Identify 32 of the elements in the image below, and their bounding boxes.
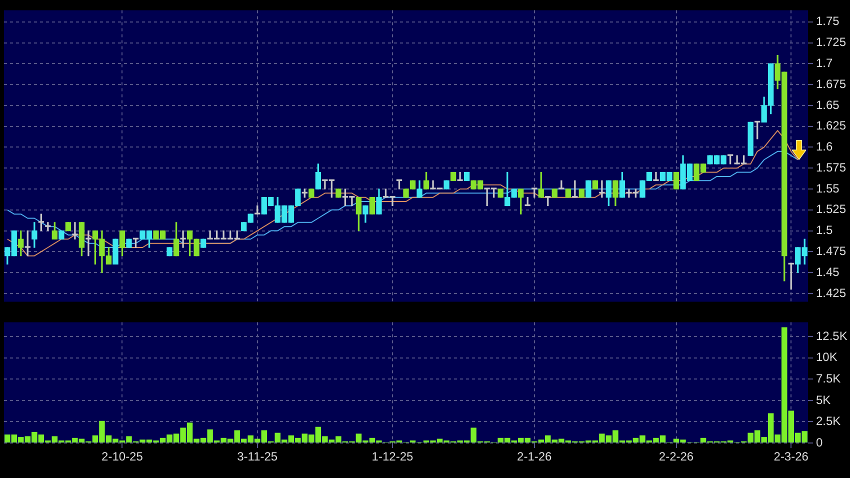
candlestick xyxy=(86,230,92,256)
y-tick-label: 1.6 xyxy=(816,140,834,154)
y-tick-label: 1.45 xyxy=(816,264,840,279)
y-tick-label: 7.5K xyxy=(816,372,841,386)
candlestick xyxy=(599,180,605,198)
y-tick-label: 1.55 xyxy=(816,181,840,196)
x-tick-label: 2-2-26 xyxy=(658,450,694,464)
x-tick-label: 2-3-26 xyxy=(774,450,809,464)
candlestick xyxy=(180,230,186,248)
candlestick xyxy=(457,172,463,181)
y-tick-label: 12.5K xyxy=(816,328,848,343)
candlestick xyxy=(72,222,78,240)
y-tick-label: 1.7 xyxy=(816,56,834,70)
y-tick-label: 1.5 xyxy=(816,223,834,238)
y-tick-label: 1.75 xyxy=(816,14,840,28)
y-tick-label: 1.675 xyxy=(816,76,846,91)
y-tick-label: 1.65 xyxy=(816,98,840,112)
x-tick-label: 3-11-25 xyxy=(237,450,278,464)
x-tick-label: 1-12-25 xyxy=(372,450,414,464)
y-tick-label: 5K xyxy=(816,392,831,407)
candlestick xyxy=(653,172,659,181)
y-tick-label: 1.475 xyxy=(816,244,846,258)
x-tick-label: 2-10-25 xyxy=(102,450,144,464)
y-tick-label: 1.525 xyxy=(816,202,846,216)
y-tick-label: 2.5K xyxy=(816,414,841,428)
y-tick-label: 1.425 xyxy=(816,286,846,300)
x-tick-label: 2-1-26 xyxy=(517,450,552,464)
y-tick-label: 1.625 xyxy=(816,118,846,133)
y-tick-label: 0 xyxy=(816,435,823,450)
y-tick-label: 10K xyxy=(816,350,838,364)
y-tick-label: 1.575 xyxy=(816,160,846,174)
y-tick-label: 1.725 xyxy=(816,35,846,50)
